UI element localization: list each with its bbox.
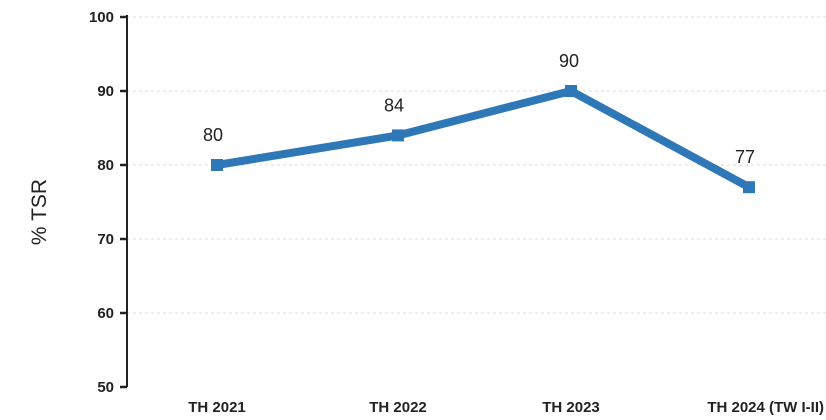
y-axis-ticks: 50 60 70 80 90 100	[89, 9, 127, 396]
data-label: 80	[203, 125, 223, 145]
series-line	[216, 86, 751, 191]
data-label: 84	[384, 95, 404, 115]
x-tick-label: TH 2022	[369, 399, 427, 416]
series-points	[211, 85, 755, 194]
y-tick-label: 100	[89, 9, 114, 26]
y-tick-label: 60	[97, 305, 114, 322]
y-tick-label: 80	[97, 157, 114, 174]
y-tick-label: 90	[97, 83, 114, 100]
data-label: 90	[559, 51, 579, 71]
grid-lines	[127, 16, 826, 314]
x-tick-label: TH 2021	[188, 399, 246, 416]
x-tick-label: TH 2024 (TW I-II)	[707, 399, 824, 416]
data-point	[211, 159, 223, 171]
data-labels: 80 84 90 77	[203, 51, 755, 167]
y-axis-title: % TSR	[28, 179, 51, 245]
x-axis-labels: TH 2021 TH 2022 TH 2023 TH 2024 (TW I-II)	[188, 399, 824, 416]
data-point	[743, 181, 755, 194]
x-tick-label: TH 2023	[542, 399, 600, 416]
data-point	[392, 129, 404, 142]
y-tick-label: 50	[97, 379, 114, 396]
data-point	[565, 85, 577, 97]
data-label: 77	[735, 147, 755, 167]
y-tick-label: 70	[97, 231, 114, 248]
